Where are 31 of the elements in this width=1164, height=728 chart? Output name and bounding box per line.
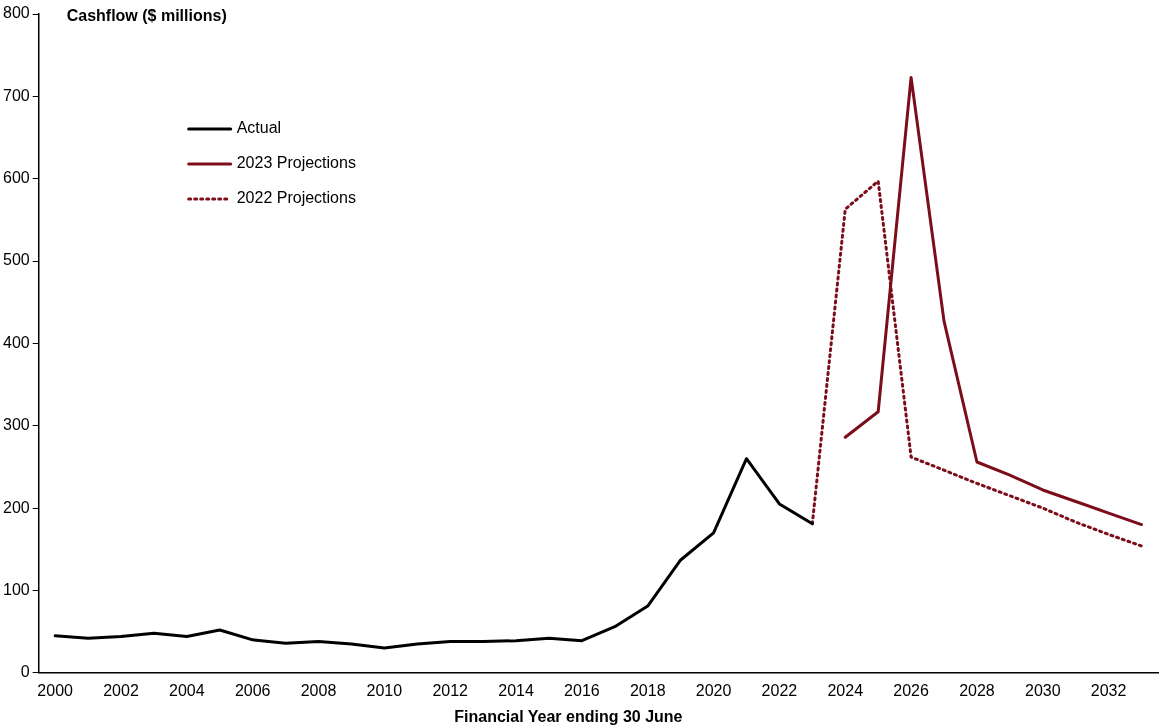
- y-axis-title: Cashflow ($ millions): [66, 7, 227, 25]
- y-tick-label: 200: [2, 498, 30, 516]
- legend-label: 2023 Projections: [236, 154, 356, 172]
- x-tick-label: 2030: [1024, 681, 1061, 699]
- x-tick-label: 2026: [893, 681, 929, 699]
- x-tick-label: 2002: [103, 681, 139, 699]
- y-tick-label: 500: [2, 251, 30, 269]
- x-axis-title: Financial Year ending 30 June: [454, 708, 683, 726]
- x-tick-label: 2004: [169, 681, 205, 699]
- x-tick-label: 2020: [695, 681, 732, 699]
- x-tick-label: 2022: [761, 681, 798, 699]
- x-tick-label: 2032: [1090, 681, 1127, 699]
- x-tick-label: 2010: [366, 681, 403, 699]
- x-tick-label: 2006: [234, 681, 271, 699]
- y-tick-label: 0: [20, 663, 30, 681]
- y-tick-label: 100: [2, 580, 30, 598]
- y-tick-label: 800: [2, 4, 30, 22]
- y-tick-label: 400: [2, 333, 30, 351]
- x-tick-label: 2018: [629, 681, 666, 699]
- legend-label: Actual: [236, 119, 282, 137]
- y-tick-label: 700: [2, 86, 30, 104]
- x-tick-label: 2012: [432, 681, 469, 699]
- x-tick-label: 2014: [498, 681, 534, 699]
- y-tick-label: 600: [2, 169, 30, 187]
- legend-label: 2022 Projections: [236, 189, 356, 207]
- x-tick-label: 2000: [37, 681, 74, 699]
- x-tick-label: 2024: [827, 681, 864, 699]
- y-tick-label: 300: [2, 416, 30, 434]
- x-tick-label: 2016: [564, 681, 600, 699]
- x-tick-label: 2028: [959, 681, 995, 699]
- x-tick-label: 2008: [300, 681, 337, 699]
